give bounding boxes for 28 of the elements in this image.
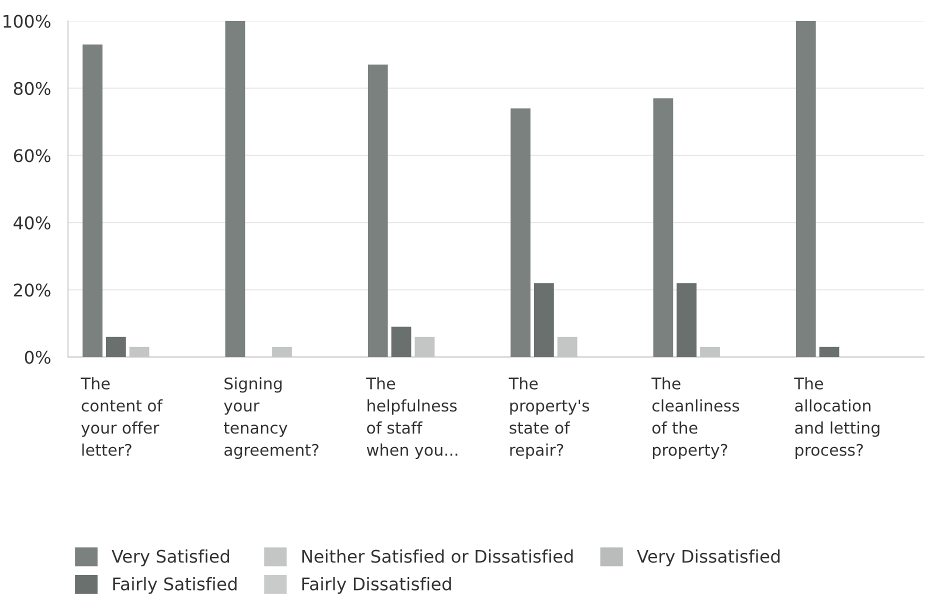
x-tick-label: The helpfulness of staff when you... [366,377,458,460]
bar [819,346,840,357]
y-tick-label: 40% [14,216,50,230]
bar [534,283,554,357]
x-tick-label: The allocation and letting process? [794,377,880,460]
x-tick-label: The content of your offer letter? [80,377,163,456]
bar [82,44,102,357]
legend-label: Fairly Satisfied [113,577,237,594]
legend-label: Very Dissatisfied [636,549,780,566]
x-tick-label: The cleanliness of the property? [651,377,740,460]
bar [368,64,388,357]
legend-label: Fairly Dissatisfied [302,577,451,594]
bar [676,283,697,357]
bar [106,336,126,357]
bar [225,21,246,357]
bar [653,98,674,357]
x-tick-label: The property's state of repair? [508,377,590,460]
x-tick-label: Signing your tenancy agreement? [224,377,318,460]
bar [796,21,816,357]
bar [391,326,412,357]
bar [510,108,530,357]
y-tick-label: 0% [24,350,50,364]
y-tick-label: 20% [14,284,50,297]
legend-label: Very Satisfied [112,549,230,566]
y-tick-label: 80% [14,82,50,96]
y-tick-label: 60% [14,149,50,162]
y-tick-label: 100% [4,14,50,28]
legend-label: Neither Satisfied or Dissatisfied [302,549,573,563]
